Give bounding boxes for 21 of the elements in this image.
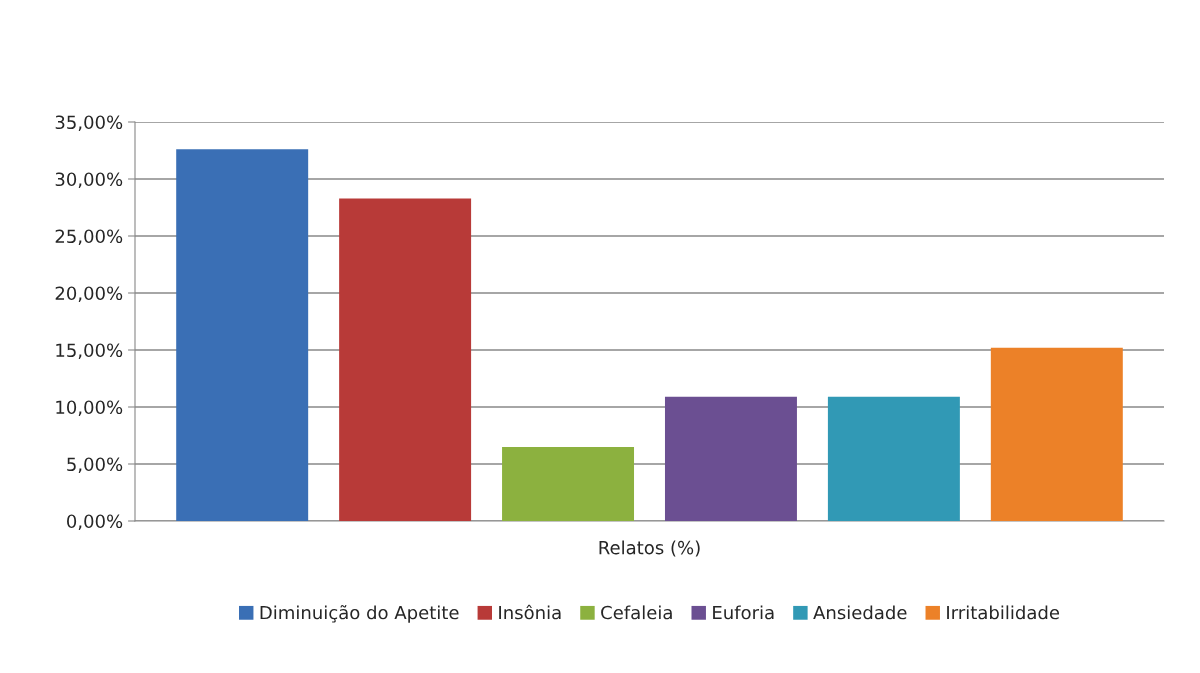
y-tick-label: 15,00% (56, 343, 123, 359)
y-tick-label: 5,00% (67, 457, 123, 473)
legend-label: Irritabilidade (947, 605, 1060, 620)
bar (990, 347, 1123, 521)
y-tick-label: 35,00% (55, 115, 123, 131)
legend-label: Euforia (713, 605, 774, 620)
x-tick-label: Relatos (%) (599, 540, 700, 557)
bar (502, 446, 635, 521)
y-tick-label: 20,00% (55, 286, 123, 302)
y-tick-label: 10,00% (56, 400, 123, 416)
legend-label: Diminuição do Apetite (260, 605, 459, 623)
y-tick-label: 25,00% (55, 229, 123, 245)
y-tick-label: 0,00% (67, 514, 123, 530)
bar (664, 396, 797, 521)
bar (176, 149, 309, 521)
bar (827, 396, 960, 521)
bar (339, 198, 472, 521)
legend-label: Insônia (499, 604, 561, 620)
legend-label: Ansiedade (813, 605, 907, 620)
y-tick-label: 30,00% (55, 172, 123, 188)
legend-label: Cefaleia (601, 605, 672, 620)
